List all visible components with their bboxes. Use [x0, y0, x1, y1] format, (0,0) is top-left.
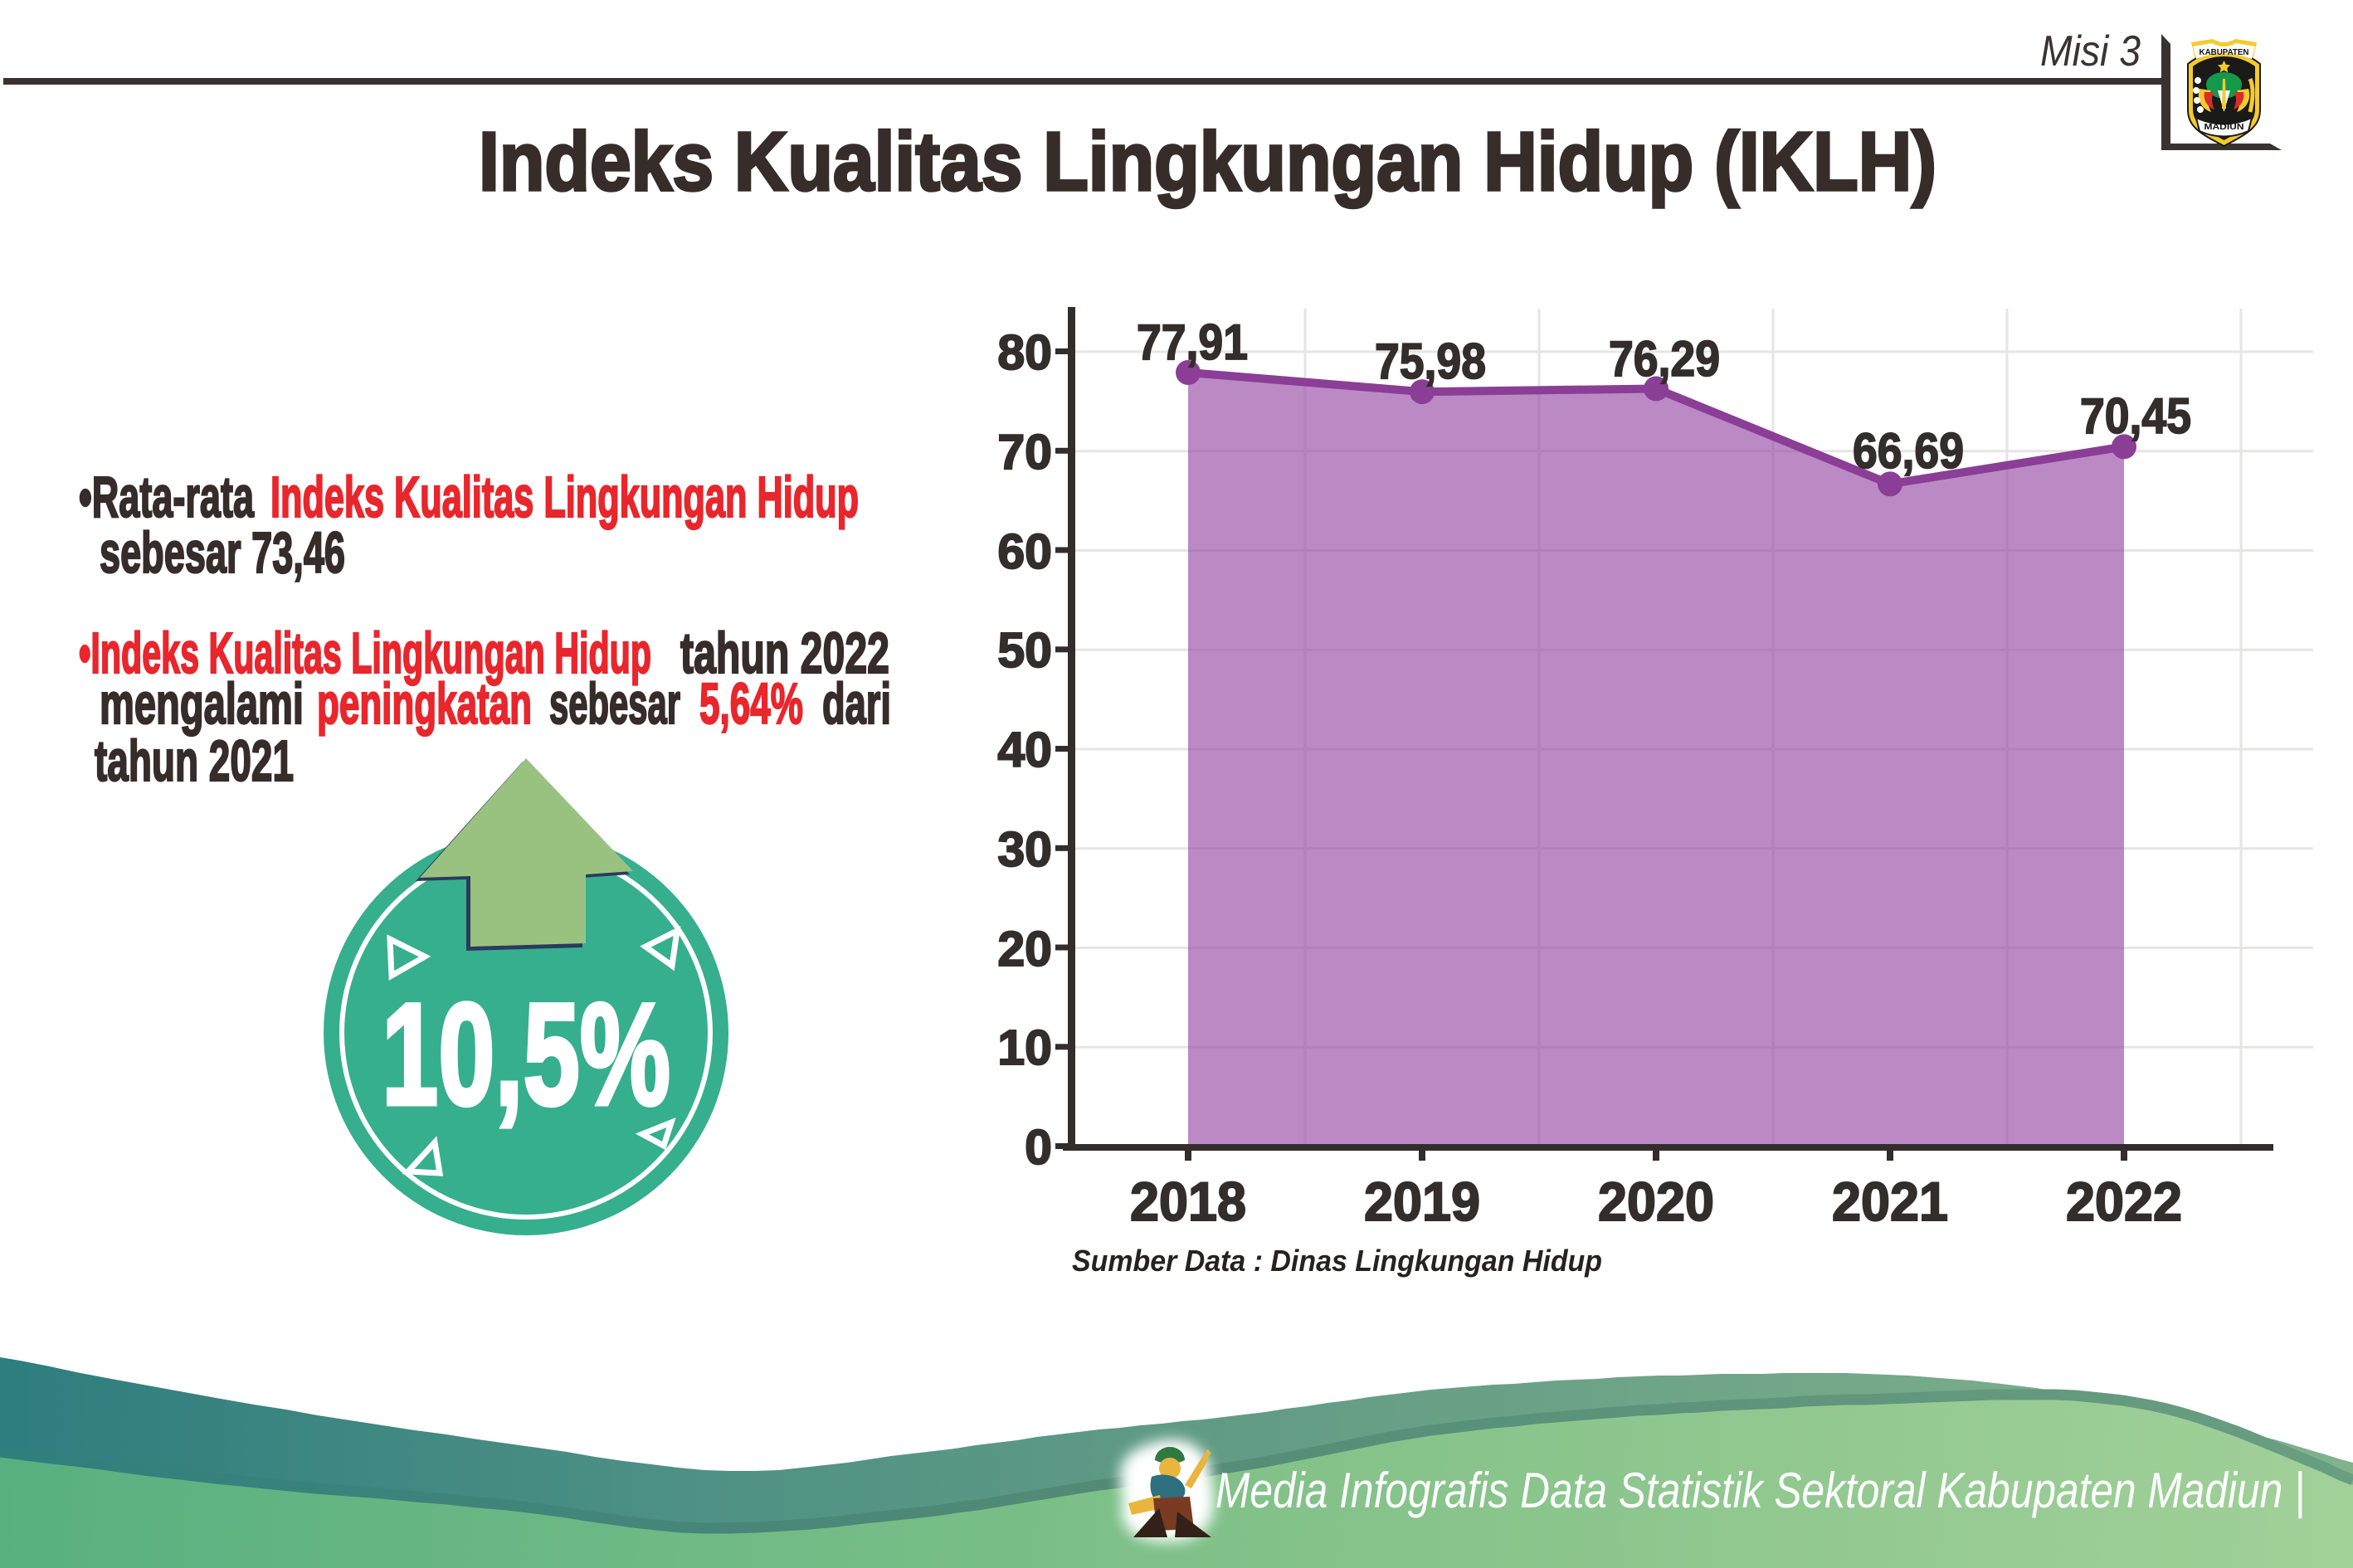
svg-text:2018: 2018 [1130, 1171, 1246, 1232]
svg-text:Indeks Kualitas Lingkungan Hid: Indeks Kualitas Lingkungan Hidup [270, 465, 859, 529]
svg-text:20: 20 [997, 922, 1052, 976]
svg-text:Media Infografis Data Statisti: Media Infografis Data Statistik Sektoral… [1215, 1463, 2305, 1519]
svg-text:10: 10 [997, 1020, 1052, 1075]
svg-text:2021: 2021 [1832, 1171, 1948, 1232]
svg-text:KABUPATEN: KABUPATEN [2200, 48, 2249, 57]
svg-text:76,29: 76,29 [1609, 331, 1720, 387]
svg-text:Misi 3: Misi 3 [2040, 27, 2141, 75]
svg-text:5,64%: 5,64% [699, 671, 803, 736]
svg-text:tahun 2021: tahun 2021 [95, 728, 294, 793]
svg-text:66,69: 66,69 [1853, 423, 1964, 479]
svg-text:70: 70 [997, 425, 1052, 480]
svg-text:Sumber Data : Dinas Lingkungan: Sumber Data : Dinas Lingkungan Hidup [1072, 1244, 1602, 1278]
svg-text:Indeks Kualitas Lingkungan Hid: Indeks Kualitas Lingkungan Hidup (IKLH) [479, 115, 1936, 208]
svg-text:0: 0 [1025, 1120, 1052, 1175]
svg-text:30: 30 [997, 822, 1052, 877]
svg-text:2022: 2022 [2066, 1171, 2182, 1232]
svg-text:tahun 2022: tahun 2022 [680, 621, 889, 685]
svg-text:peningkatan: peningkatan [317, 671, 532, 736]
svg-text:40: 40 [997, 723, 1052, 777]
svg-text:2020: 2020 [1598, 1171, 1714, 1232]
svg-text:77,91: 77,91 [1137, 314, 1248, 370]
svg-text:MADIUN: MADIUN [2204, 123, 2244, 132]
svg-text:75,98: 75,98 [1375, 334, 1486, 389]
svg-text:mengalami: mengalami [100, 671, 304, 736]
svg-text:60: 60 [997, 524, 1052, 579]
svg-text:80: 80 [997, 325, 1052, 380]
svg-text:•Rata-rata: •Rata-rata [79, 465, 255, 529]
svg-text:2019: 2019 [1364, 1171, 1480, 1232]
svg-text:70,45: 70,45 [2080, 388, 2191, 444]
svg-text:sebesar 73,46: sebesar 73,46 [100, 520, 345, 585]
svg-text:•Indeks Kualitas Lingkungan Hi: •Indeks Kualitas Lingkungan Hidup [79, 621, 651, 685]
svg-text:dari: dari [822, 671, 891, 736]
svg-text:10,5%: 10,5% [382, 974, 670, 1136]
svg-text:50: 50 [997, 623, 1052, 678]
svg-text:sebesar: sebesar [549, 671, 680, 736]
